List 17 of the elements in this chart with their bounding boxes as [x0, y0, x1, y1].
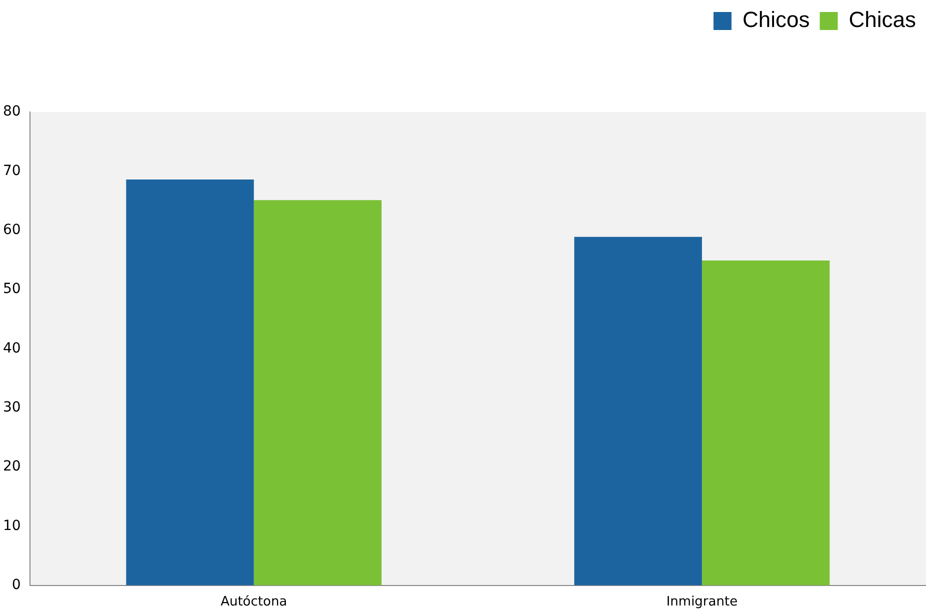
- y-tick-label: 80: [2, 104, 21, 120]
- y-tick-label: 40: [2, 340, 21, 356]
- legend-label: Chicos: [742, 7, 810, 32]
- bar: [126, 179, 254, 586]
- legend-label: Chicas: [848, 7, 916, 32]
- x-tick-label: Inmigrante: [666, 594, 738, 610]
- y-tick-label: 10: [2, 518, 21, 534]
- y-tick-label: 30: [2, 400, 21, 416]
- bar: [254, 200, 382, 586]
- y-tick-label: 60: [2, 222, 21, 238]
- y-tick-label: 50: [2, 281, 21, 298]
- y-tick-label: 20: [2, 458, 21, 475]
- bar: [574, 236, 702, 586]
- y-tick-label: 0: [12, 577, 21, 594]
- bar: [702, 260, 830, 586]
- x-tick-label: Autóctona: [220, 594, 288, 610]
- y-tick-label: 70: [2, 162, 21, 179]
